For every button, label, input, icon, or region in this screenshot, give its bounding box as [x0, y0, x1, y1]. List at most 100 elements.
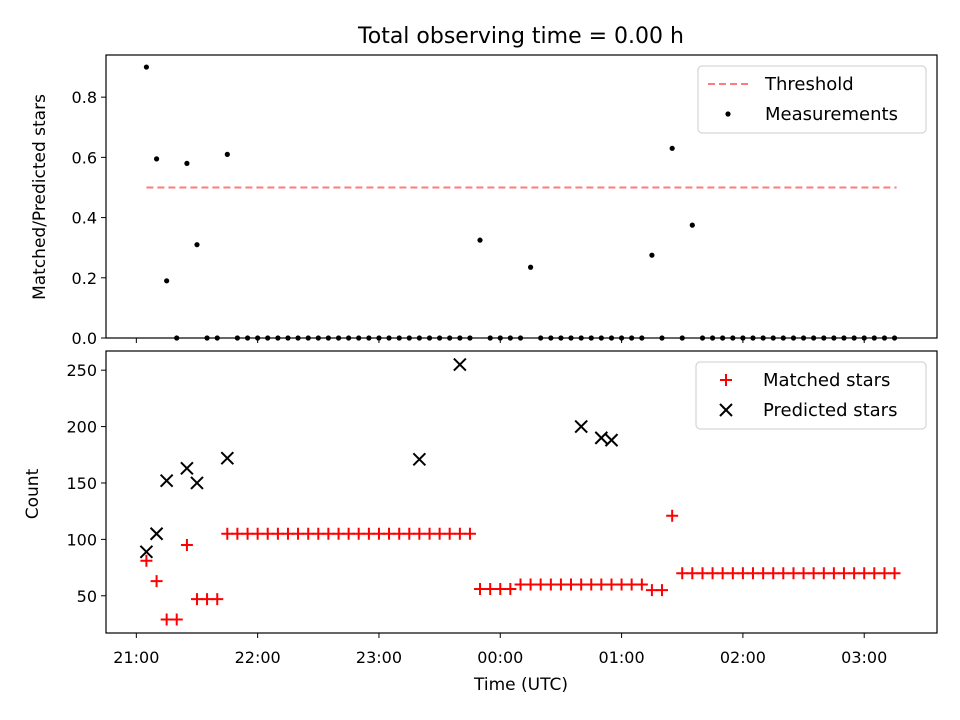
- matched-star-point: [807, 567, 820, 580]
- matched-star-point: [211, 593, 224, 606]
- predicted-star-point: [412, 452, 427, 466]
- count-y-ticks: 50 100 150 200 250: [66, 361, 106, 606]
- predicted-star-point: [453, 357, 467, 372]
- matched-star-point: [777, 567, 790, 580]
- matched-star-point: [615, 578, 628, 591]
- measurement-point: [669, 145, 675, 151]
- matched-star-point: [716, 567, 729, 580]
- matched-star-point: [666, 509, 679, 522]
- matched-star-point: [221, 527, 234, 540]
- predicted-star-point: [190, 476, 204, 490]
- ratio-axes-frame: [105, 54, 938, 339]
- matched-star-point: [817, 567, 830, 580]
- count-x-tick-label: 21:00: [113, 648, 159, 667]
- count-y-tick-label: 250: [66, 361, 97, 380]
- legend-predicted-swatch: [719, 403, 733, 417]
- matched-star-point: [271, 527, 284, 540]
- matched-star-point: [524, 578, 537, 591]
- matched-star-point: [150, 575, 163, 588]
- matched-star-point: [342, 527, 355, 540]
- measurement-point: [143, 64, 149, 70]
- count-x-tick-label: 01:00: [599, 648, 645, 667]
- matched-star-point: [261, 527, 274, 540]
- matched-star-point: [201, 593, 214, 606]
- matched-star-point: [827, 567, 840, 580]
- measurement-point: [224, 151, 230, 157]
- matched-star-point: [362, 527, 375, 540]
- ratio-y-tick-label: 0.6: [72, 148, 97, 167]
- matched-star-point: [322, 527, 335, 540]
- count-legend: Matched stars Predicted stars: [695, 361, 927, 430]
- matched-star-point: [534, 578, 547, 591]
- count-x-ticks: 21:00 22:00 23:00 00:00 01:00 02:00 03:00: [113, 633, 887, 667]
- matched-star-point: [251, 527, 264, 540]
- matched-star-point: [180, 539, 193, 552]
- matched-star-point: [453, 527, 466, 540]
- matched-star-point: [797, 567, 810, 580]
- matched-star-point: [241, 527, 254, 540]
- matched-star-point: [372, 527, 385, 540]
- count-y-axis-label: Count: [23, 468, 43, 519]
- matched-star-point: [858, 567, 871, 580]
- ratio-legend: Threshold Measurements: [697, 65, 927, 134]
- ratio-y-tick-label: 0.8: [72, 88, 97, 107]
- matched-star-point: [868, 567, 881, 580]
- measurement-point: [184, 160, 190, 166]
- matched-star-point: [352, 527, 365, 540]
- count-y-tick-label: 100: [66, 530, 97, 549]
- predicted-star-point: [604, 433, 619, 447]
- matched-star-point: [494, 583, 507, 596]
- matched-star-point: [635, 578, 648, 591]
- matched-star-point: [625, 578, 638, 591]
- matched-star-point: [706, 567, 719, 580]
- matched-star-point: [474, 583, 487, 596]
- ratio-y-tick-label: 0.0: [72, 329, 97, 348]
- count-x-tick-label: 22:00: [235, 648, 281, 667]
- measurement-point: [194, 242, 200, 248]
- matched-star-point: [160, 613, 173, 626]
- matched-star-point: [757, 567, 770, 580]
- count-panel: Count Time (UTC) 50 100 150 200 250 21:00 22:…: [23, 350, 938, 695]
- matched-star-point: [837, 567, 850, 580]
- matched-star-point: [393, 527, 406, 540]
- measurement-point: [477, 237, 483, 243]
- legend-predicted-label: Predicted stars: [763, 400, 897, 421]
- matched-star-points: [140, 509, 901, 626]
- legend-matched-label: Matched stars: [763, 370, 890, 391]
- predicted-star-point: [180, 461, 194, 476]
- legend-threshold-label: Threshold: [764, 74, 854, 95]
- matched-star-point: [726, 567, 739, 580]
- legend-measurement-label: Measurements: [765, 104, 898, 125]
- measurement-point: [649, 252, 655, 258]
- predicted-star-point: [574, 419, 588, 434]
- matched-star-point: [463, 527, 476, 540]
- predicted-star-point: [159, 474, 174, 488]
- ratio-legend-box: [697, 65, 927, 134]
- matched-star-point: [696, 567, 709, 580]
- count-axes-frame: [105, 350, 938, 634]
- count-legend-box: [695, 361, 927, 430]
- matched-star-point: [302, 527, 315, 540]
- matched-star-point: [281, 527, 294, 540]
- matched-star-point: [554, 578, 567, 591]
- matched-star-point: [645, 584, 658, 597]
- measurement-point: [527, 264, 534, 270]
- matched-star-point: [433, 527, 446, 540]
- matched-star-point: [514, 578, 527, 591]
- matched-star-point: [332, 527, 345, 540]
- count-x-tick-label: 02:00: [720, 648, 766, 667]
- matched-star-point: [383, 527, 396, 540]
- matched-star-point: [878, 567, 891, 580]
- matched-star-point: [585, 578, 598, 591]
- matched-star-point: [443, 527, 456, 540]
- count-x-tick-label: 23:00: [356, 648, 402, 667]
- measurement-point: [164, 278, 170, 284]
- count-x-tick-label: 00:00: [477, 648, 523, 667]
- matched-star-point: [190, 593, 203, 606]
- matched-star-point: [312, 527, 325, 540]
- predicted-star-points: [139, 357, 619, 559]
- count-y-tick-label: 50: [77, 587, 97, 606]
- matched-star-point: [686, 567, 699, 580]
- predicted-star-point: [149, 527, 164, 541]
- ratio-y-tick-label: 0.4: [72, 209, 97, 228]
